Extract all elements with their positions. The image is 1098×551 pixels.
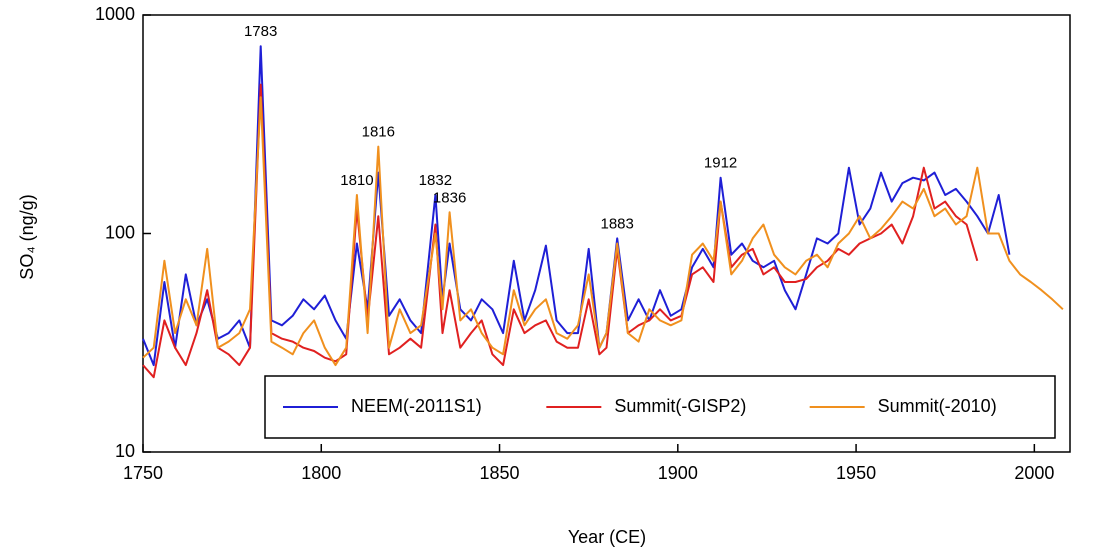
x-tick-label: 2000 xyxy=(1014,463,1054,483)
legend-label: Summit(-2010) xyxy=(878,396,997,416)
y-tick-label: 1000 xyxy=(95,4,135,24)
x-tick-label: 1900 xyxy=(658,463,698,483)
annotation: 1810 xyxy=(340,172,373,189)
y-tick-label: 100 xyxy=(105,222,135,242)
series-line xyxy=(142,96,1064,367)
legend-label: Summit(-GISP2) xyxy=(614,396,746,416)
annotation: 1836 xyxy=(433,189,466,206)
annotation: 1883 xyxy=(601,215,634,232)
legend-label: NEEM(-2011S1) xyxy=(351,396,482,416)
annotation: 1832 xyxy=(419,172,452,189)
x-axis-label: Year (CE) xyxy=(568,527,646,547)
series-line xyxy=(142,83,979,379)
x-tick-label: 1800 xyxy=(301,463,341,483)
y-axis-label: SO₄ (ng/g) xyxy=(17,194,37,279)
y-tick-label: 10 xyxy=(115,441,135,461)
annotation: 1912 xyxy=(704,155,737,172)
x-tick-label: 1750 xyxy=(123,463,163,483)
annotation: 1783 xyxy=(244,23,277,40)
series-line xyxy=(142,45,1011,367)
annotation: 1816 xyxy=(362,124,395,141)
x-tick-label: 1850 xyxy=(480,463,520,483)
legend-box xyxy=(264,375,1056,439)
x-tick-label: 1950 xyxy=(836,463,876,483)
